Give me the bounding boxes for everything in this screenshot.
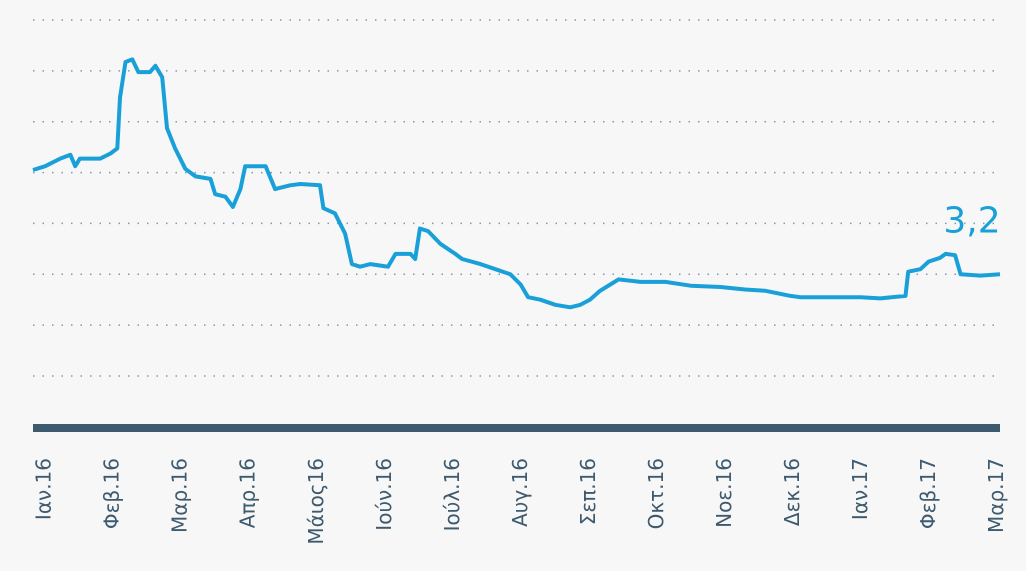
x-tick-label: Οκτ.16 [644, 458, 668, 529]
x-tick-label: Σεπ.16 [576, 458, 600, 525]
x-tick-label: Μαρ.17 [984, 458, 1008, 533]
x-tick-label: Νοε.16 [712, 458, 736, 528]
x-tick-label: Ιούλ.16 [440, 458, 464, 531]
x-tick-label: Ιαν.16 [32, 458, 56, 520]
line [32, 57, 1001, 310]
x-tick-label: Δεκ.16 [780, 458, 804, 526]
x-tick-label: Φεβ.16 [100, 458, 124, 529]
x-tick-label: Μάιος16 [304, 458, 328, 545]
x-tick-label: Ιούν.16 [372, 458, 396, 531]
x-tick-label: Απρ.16 [236, 458, 260, 528]
x-tick-label: Μαρ.16 [168, 458, 192, 533]
x-tick-label: Φεβ.17 [916, 458, 940, 529]
x-tick-label: Αυγ.16 [508, 458, 532, 527]
x-tick-label: Ιαν.17 [848, 458, 872, 520]
annotation: 3,2 [943, 200, 1000, 241]
